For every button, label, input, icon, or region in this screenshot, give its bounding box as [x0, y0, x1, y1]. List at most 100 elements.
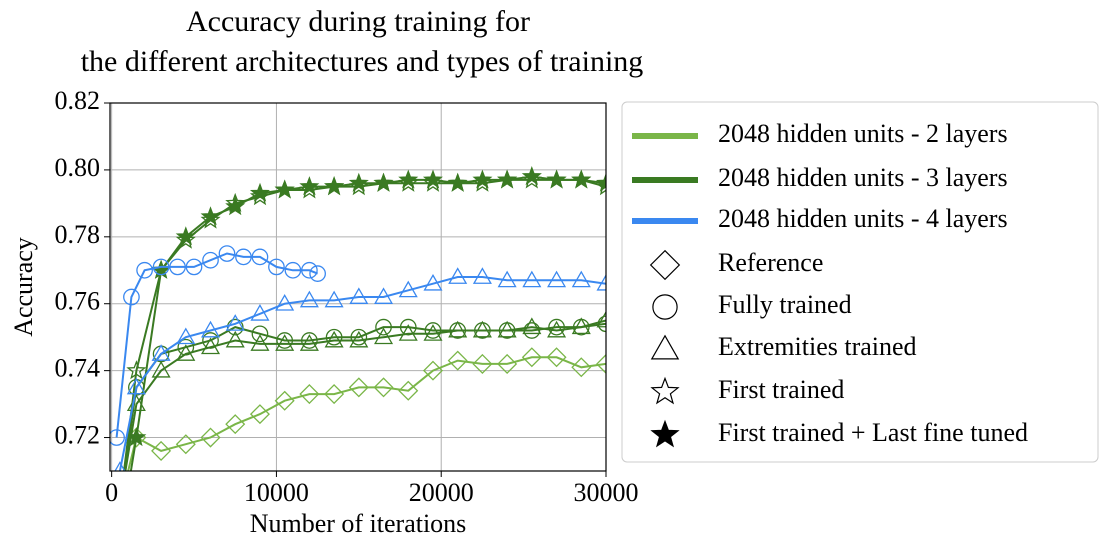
legend-label: 2048 hidden units - 4 layers — [718, 204, 1008, 233]
marker — [398, 280, 418, 298]
marker — [521, 166, 542, 186]
chart-title: the different architectures and types of… — [81, 45, 644, 78]
marker — [422, 169, 443, 189]
legend-marker — [650, 419, 680, 448]
y-tick-label: 0.80 — [55, 153, 101, 182]
legend-box — [621, 101, 1099, 463]
marker — [448, 267, 468, 284]
series-line — [115, 252, 318, 438]
marker — [546, 347, 567, 368]
marker — [200, 427, 221, 448]
marker — [472, 169, 493, 189]
marker — [522, 317, 542, 335]
plot-frame — [109, 102, 607, 472]
marker — [571, 357, 592, 378]
marker — [448, 320, 468, 338]
marker — [350, 328, 368, 346]
legend-label: First trained — [718, 375, 844, 404]
marker — [114, 461, 126, 471]
x-tick-label: 20000 — [409, 478, 474, 507]
legend-marker — [652, 294, 678, 320]
marker — [595, 172, 606, 192]
plot-area — [110, 166, 606, 545]
marker — [250, 334, 270, 351]
marker — [596, 273, 606, 291]
marker — [309, 265, 326, 282]
marker — [299, 290, 319, 308]
marker — [112, 529, 129, 545]
marker — [126, 360, 147, 380]
marker — [251, 325, 269, 343]
marker — [398, 324, 418, 341]
y-tick-label: 0.82 — [55, 86, 101, 115]
legend-label: Fully trained — [718, 290, 852, 319]
marker — [571, 169, 592, 189]
series-line — [118, 276, 606, 471]
marker — [375, 318, 392, 336]
legend-label: First trained + Last fine tuned — [718, 418, 1028, 447]
marker — [373, 172, 394, 192]
marker — [521, 347, 542, 368]
marker — [349, 330, 369, 348]
marker — [275, 334, 295, 351]
marker — [548, 318, 565, 336]
marker — [275, 294, 295, 311]
chart-title: Accuracy during training for — [186, 5, 530, 38]
marker — [497, 353, 518, 374]
marker — [324, 384, 345, 405]
marker — [447, 172, 468, 192]
marker — [176, 327, 196, 345]
legend-marker — [650, 376, 680, 405]
series-line — [124, 319, 606, 471]
marker — [123, 288, 140, 306]
marker — [299, 334, 319, 351]
marker — [284, 261, 302, 279]
marker — [200, 209, 221, 229]
marker — [325, 328, 343, 346]
marker — [595, 353, 606, 374]
marker — [225, 414, 246, 435]
marker — [175, 226, 196, 246]
marker — [522, 270, 542, 288]
marker — [301, 332, 318, 349]
marker — [151, 344, 171, 361]
marker — [398, 169, 419, 189]
marker — [169, 258, 186, 276]
marker — [235, 248, 252, 266]
marker — [374, 327, 394, 345]
marker — [225, 314, 245, 331]
marker — [373, 377, 394, 398]
marker — [523, 322, 541, 339]
marker — [324, 330, 344, 348]
marker — [497, 320, 517, 338]
marker — [472, 353, 493, 374]
marker — [200, 320, 221, 338]
marker — [546, 169, 567, 189]
marker — [299, 176, 320, 196]
marker — [185, 258, 203, 276]
y-tick-label: 0.74 — [55, 354, 101, 383]
marker — [126, 427, 147, 447]
legend: 2048 hidden units - 2 layers 2048 hidden … — [632, 119, 1028, 448]
marker — [249, 186, 270, 206]
marker — [274, 179, 295, 199]
marker — [595, 176, 606, 196]
marker — [175, 229, 196, 249]
marker — [274, 390, 295, 411]
marker — [176, 344, 196, 361]
x-axis-label: Number of iterations — [250, 509, 467, 538]
marker — [472, 267, 492, 284]
marker — [276, 332, 294, 349]
marker — [447, 350, 468, 371]
marker — [547, 320, 567, 338]
marker — [349, 287, 369, 304]
x-tick-label: 0 — [105, 478, 118, 507]
marker — [126, 377, 146, 395]
marker — [497, 169, 518, 189]
legend-label: 2048 hidden units - 2 layers — [718, 119, 1008, 148]
marker — [250, 304, 270, 321]
marker — [596, 310, 606, 328]
marker — [424, 322, 442, 339]
marker — [218, 245, 236, 262]
marker — [399, 318, 417, 336]
